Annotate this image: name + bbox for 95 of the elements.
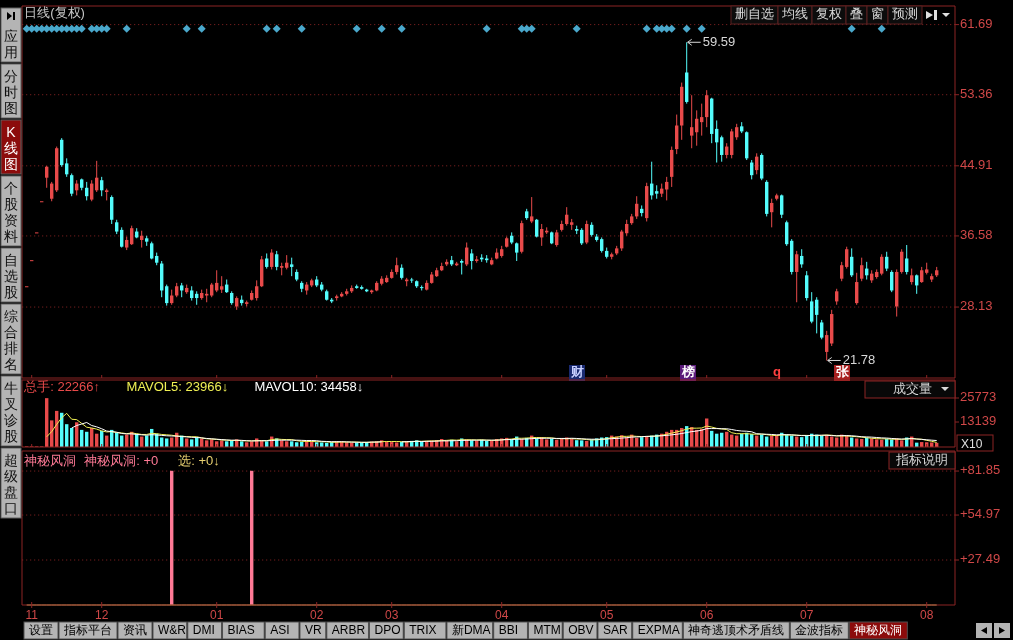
candlestick [810, 291, 814, 324]
tab-button: BIAS [222, 621, 265, 640]
tab-button: ASI [264, 621, 300, 640]
annotation: 均线 [781, 6, 808, 22]
tab-button: ARBR [326, 621, 369, 640]
candlestick [110, 194, 114, 225]
candlestick [255, 279, 259, 302]
y-tick-label: 36.58 [960, 227, 993, 243]
x-tick-label: 04 [495, 608, 509, 623]
tab-button: 资讯 [117, 621, 153, 640]
annotation: 复权 [816, 6, 842, 22]
tab-button: 新DMA [446, 621, 494, 640]
toolbar-button: 预测 [887, 5, 923, 25]
tab-button: 个股资料 [0, 175, 22, 247]
tab-button: W&R [152, 621, 188, 640]
candlestick [290, 257, 294, 277]
y-tick-label: +27.49 [960, 551, 1001, 567]
tab-button: 牛叉诊股 [0, 375, 22, 447]
tab-button: 超级盘口 [0, 447, 22, 519]
x-tick-label: 03 [385, 608, 399, 623]
annotation: 删自选 [735, 6, 774, 22]
tab-button: 分时图 [0, 63, 22, 119]
x-tick-label: 06 [700, 608, 714, 623]
candlestick [905, 244, 909, 275]
candlestick [860, 257, 864, 282]
x-tick-label: 05 [600, 608, 614, 623]
tab-button: TRIX [403, 621, 447, 640]
candlestick [820, 319, 824, 340]
candlestick [845, 246, 849, 270]
x-tick-label: 07 [800, 608, 814, 623]
series-label: 神秘风洞: +0 [84, 453, 159, 468]
candlestick [730, 128, 734, 159]
tab-button: SAR [597, 621, 633, 640]
tab-button: DMI [187, 621, 222, 640]
candlestick [840, 261, 844, 282]
x-tick-label: 12 [95, 608, 109, 623]
candlestick [275, 250, 279, 271]
toolbar-button: 窗 [866, 5, 889, 25]
candlestick [70, 172, 74, 197]
text: MAVOL10: 34458↓ [254, 379, 364, 394]
tab-button: MTM [527, 621, 563, 640]
y-tick-label: 53.36 [960, 86, 993, 102]
dropdown-box: 成交量 [864, 380, 956, 399]
y-tick-label: 61.69 [960, 16, 993, 32]
y-tick-label: +81.85 [960, 462, 1001, 478]
toolbar-button: 叠 [845, 5, 868, 25]
tab-button: 设置 [23, 621, 59, 640]
toolbar-button: 复权 [811, 5, 847, 25]
candlestick [760, 152, 764, 181]
candlestick [515, 242, 519, 262]
annotation: 指标说明 [895, 452, 948, 468]
x-tick-label: 11 [25, 608, 39, 623]
y-tick-label: 28.13 [960, 298, 993, 314]
annotation: 21.78 [842, 351, 876, 367]
x-tick-label: 08 [920, 608, 934, 623]
tab-button: K线图 [0, 119, 22, 175]
y-tick-label: 25773 [960, 389, 997, 405]
y-tick-label: 44.91 [960, 157, 993, 173]
candlestick [805, 270, 809, 302]
chart-title: 神秘风洞 [24, 453, 77, 468]
x-tick-label: 02 [310, 608, 324, 623]
annotation: 叠 [850, 6, 863, 22]
toolbar-button: 均线 [777, 5, 813, 25]
tab-button: 指标平台 [58, 621, 118, 640]
candlestick [885, 251, 889, 272]
tab-button: 综合排名 [0, 303, 22, 375]
tab-button: VR [299, 621, 327, 640]
tab-button: BBI [493, 621, 528, 640]
annotation: 预测 [892, 6, 918, 22]
text-button: 指标说明 [888, 451, 956, 470]
candlestick [690, 94, 694, 149]
text: MAVOL5: 23966↓ [126, 379, 229, 394]
candlestick [720, 135, 724, 163]
y-tick-label: +54.97 [960, 506, 1001, 522]
tab-button: EXPMA [632, 621, 683, 640]
candlestick [795, 250, 799, 303]
tab-button: 应用 [0, 7, 22, 63]
toolbar-button: 删自选 [730, 5, 779, 25]
chart-title: 日线(复权) [24, 5, 85, 20]
tab-button: 神秘风洞 [848, 621, 908, 640]
tab-button: 自选股 [0, 247, 22, 303]
tag-label: q [773, 364, 781, 380]
annotation: 成交量 [893, 381, 932, 397]
tab-button: OBV [562, 621, 598, 640]
y-axis-title: X10 [961, 437, 983, 451]
candlestick [470, 248, 474, 270]
y-tick-label: 13139 [960, 413, 997, 429]
annotation: 59.59 [702, 33, 736, 49]
x-tick-label: 01 [210, 608, 224, 623]
tab-button: DPO [369, 621, 404, 640]
series-label: 总手: 22266↑ [23, 379, 101, 394]
tab-button: 金波指标 [789, 621, 849, 640]
text: 选: +0↓ [178, 453, 220, 468]
annotation: 窗 [871, 6, 884, 22]
tab-button: 神奇逃顶术矛盾线 [682, 621, 790, 640]
